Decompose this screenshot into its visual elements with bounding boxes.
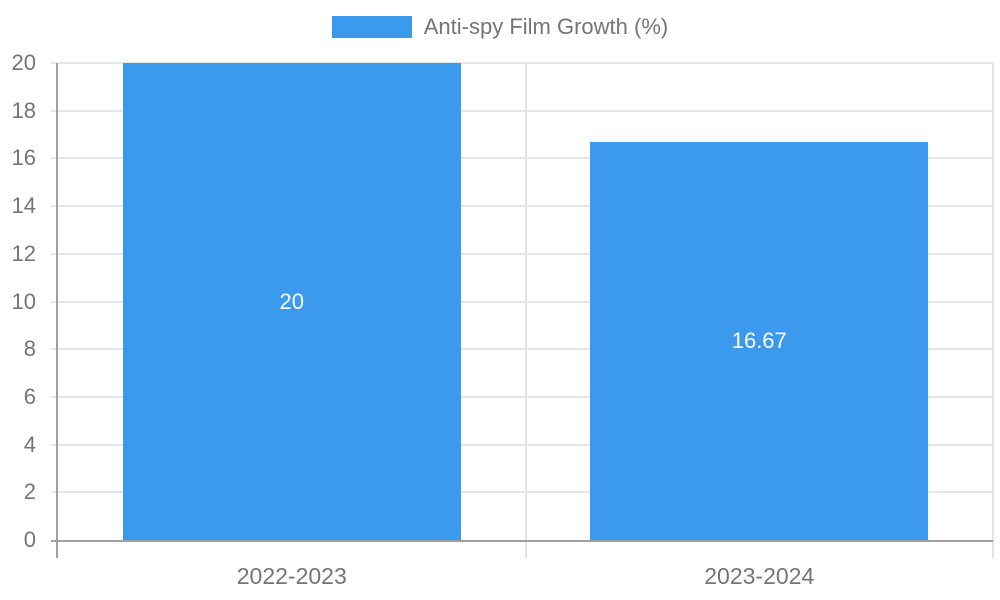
y-axis-line <box>56 63 58 558</box>
gridline <box>51 109 993 112</box>
y-axis-labels: 0 2 4 6 8 10 12 14 16 18 20 <box>0 50 44 552</box>
gridline <box>51 443 993 446</box>
x-tick-label: 2022-2023 <box>236 563 347 589</box>
legend-swatch-icon <box>331 16 412 38</box>
x-tick-label: 2023-2024 <box>704 563 815 589</box>
y-tick-label: 2 <box>23 479 36 505</box>
gridline <box>51 348 993 351</box>
y-tick-label: 0 <box>23 527 36 552</box>
y-tick-label: 10 <box>11 288 36 314</box>
gridline <box>51 252 993 255</box>
category-boundary-gridline <box>992 63 994 558</box>
bar <box>590 142 928 540</box>
plot-area: 20 2022-2023 16.67 2023-2024 <box>51 62 994 589</box>
y-tick-label: 6 <box>23 383 36 409</box>
y-tick-label: 14 <box>11 193 36 219</box>
legend-label: Anti-spy Film Growth (%) <box>423 14 669 39</box>
gridline <box>51 300 993 303</box>
gridline <box>51 62 993 64</box>
gridline <box>51 491 993 494</box>
category-boundary-gridline <box>524 63 527 558</box>
bar-value-label: 16.67 <box>731 328 787 354</box>
legend-item[interactable]: Anti-spy Film Growth (%) <box>331 14 669 40</box>
y-tick-label: 18 <box>11 97 36 123</box>
legend: Anti-spy Film Growth (%) <box>0 14 1000 40</box>
bar <box>122 63 461 540</box>
y-tick-label: 12 <box>11 240 36 266</box>
gridline <box>51 395 993 398</box>
y-tick-label: 8 <box>23 336 36 362</box>
bar-value-label: 20 <box>279 288 304 314</box>
y-tick-label: 4 <box>23 431 36 457</box>
y-tick-label: 16 <box>11 145 36 171</box>
gridline <box>51 157 993 160</box>
x-axis-line <box>51 540 993 542</box>
gridline <box>51 205 993 208</box>
y-tick-label: 20 <box>11 50 36 75</box>
